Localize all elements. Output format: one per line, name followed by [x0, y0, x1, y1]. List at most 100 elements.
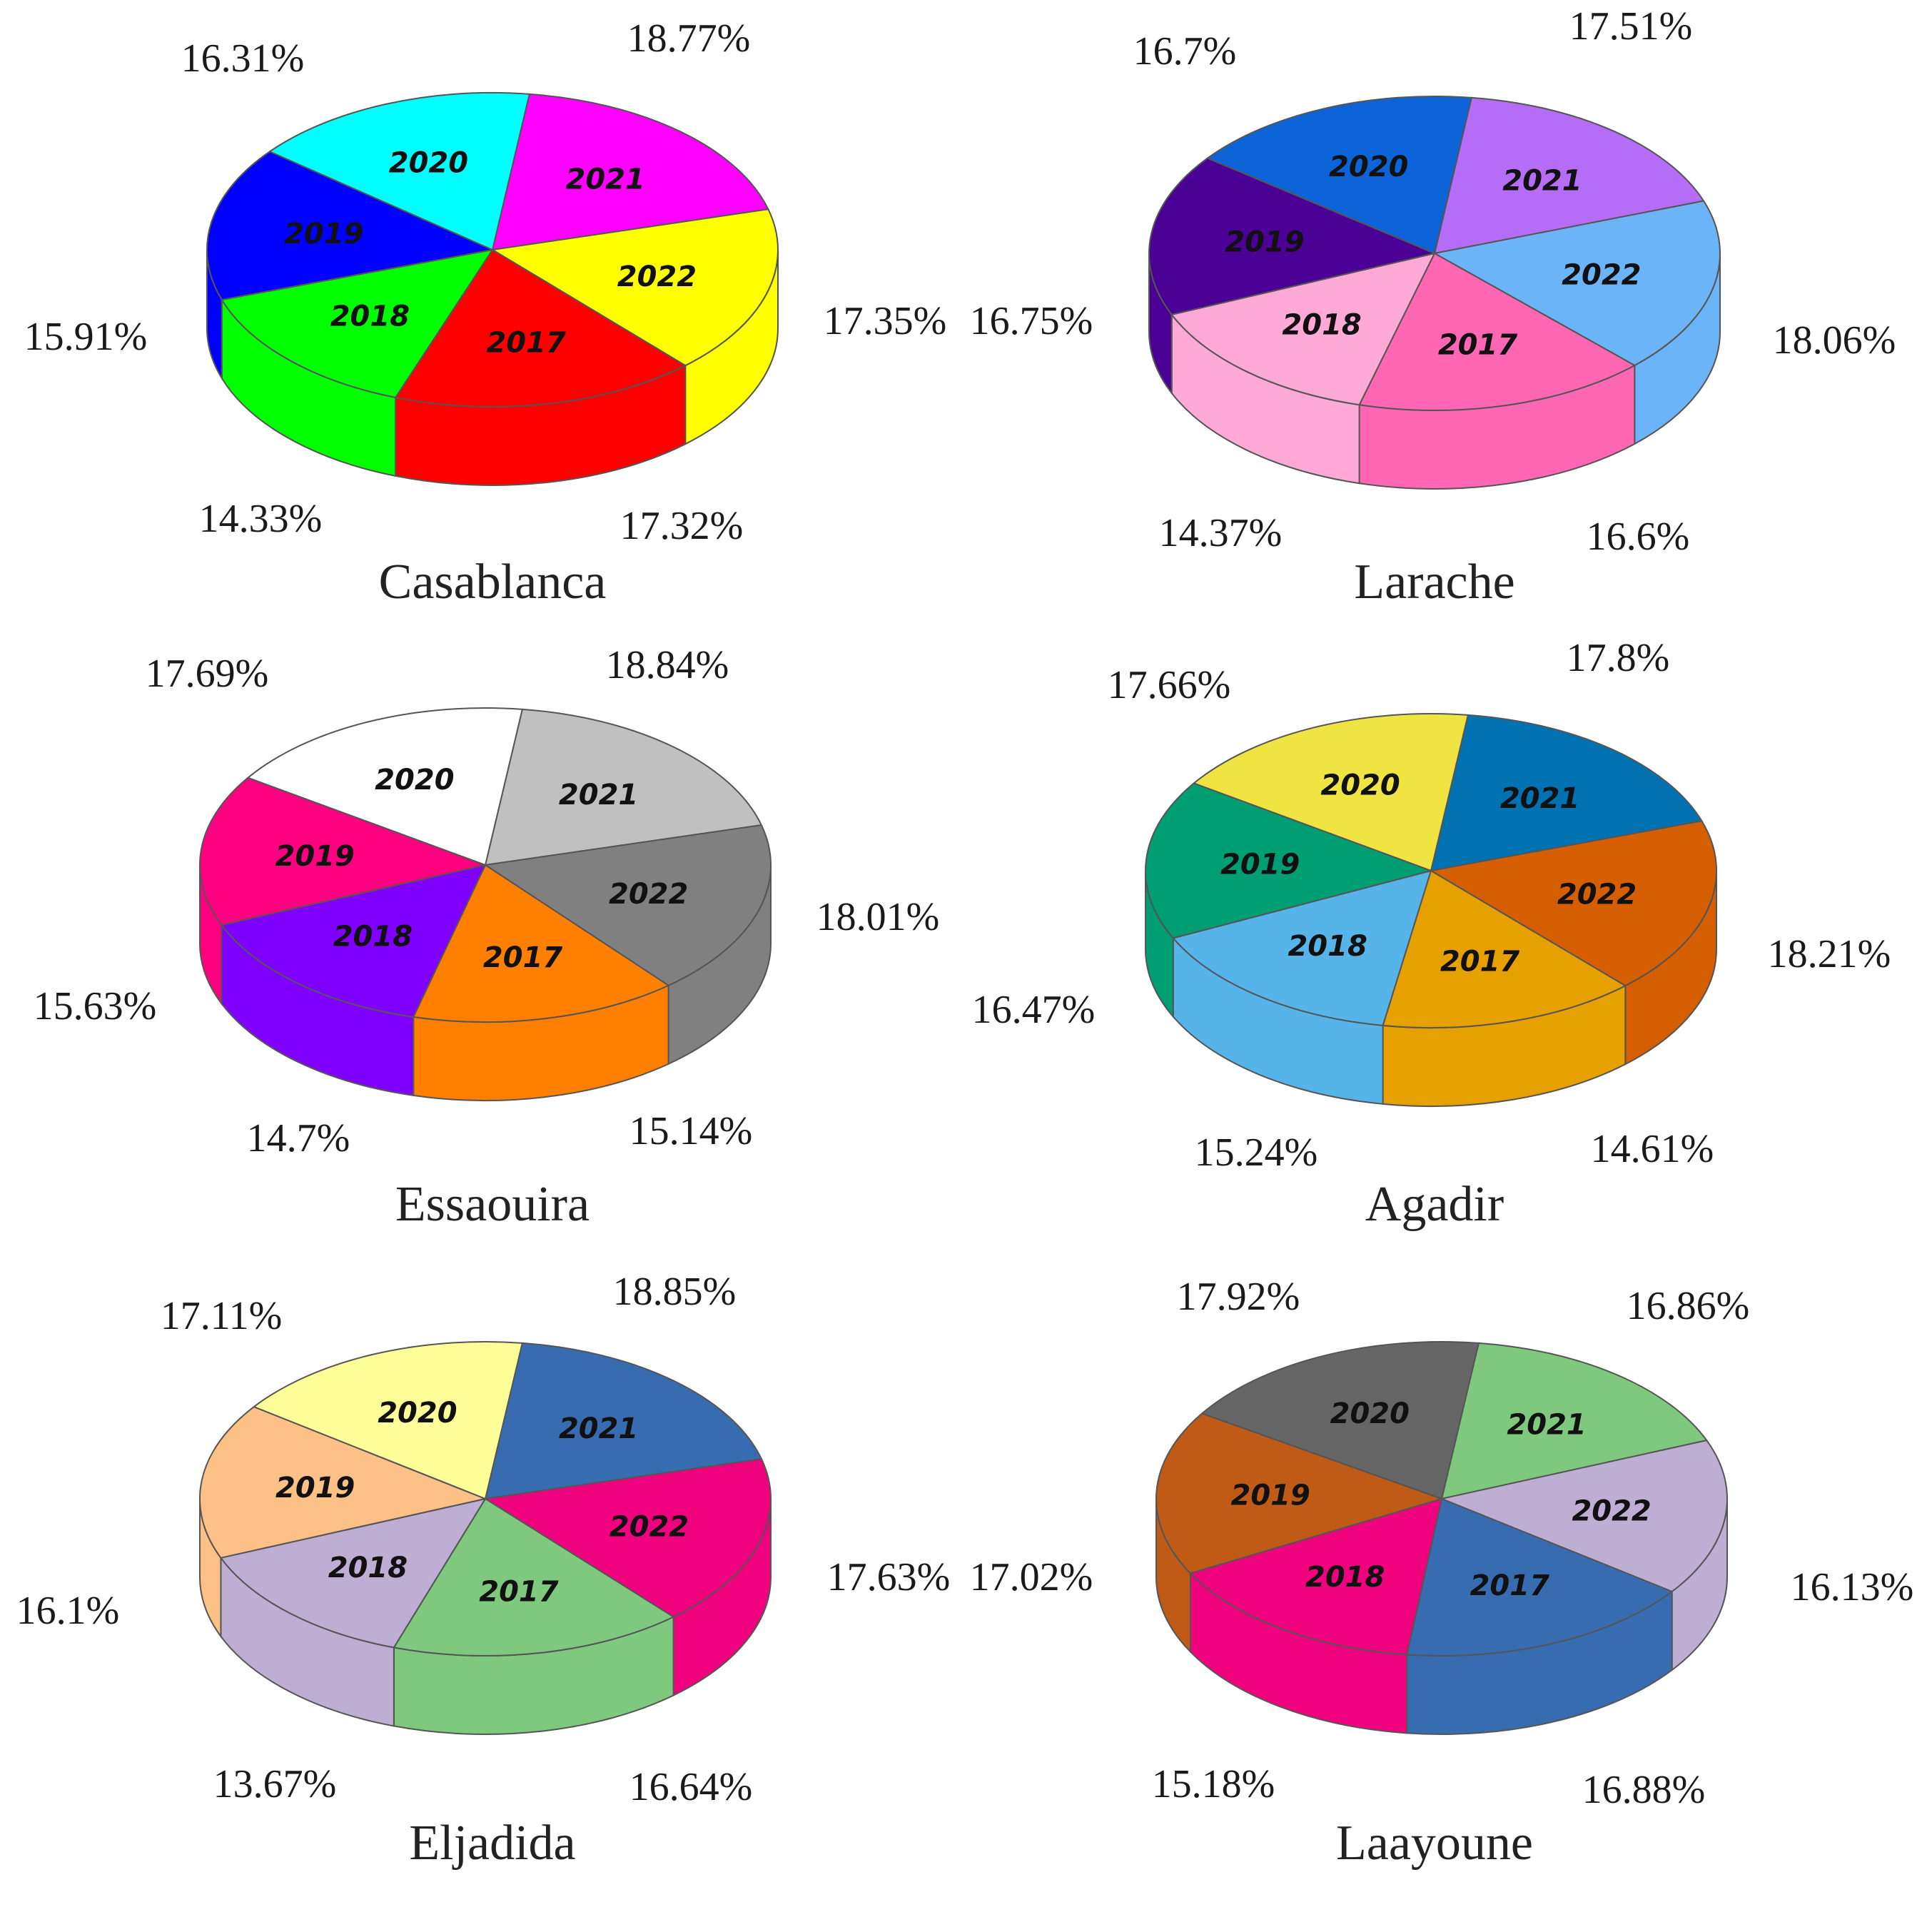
pie-slice-2018	[220, 864, 487, 1018]
pie-slice-2017	[394, 248, 687, 408]
slice-percent-label: 16.7%	[1133, 29, 1237, 74]
pie-slice-2020	[268, 92, 531, 251]
slice-year-label: 2017	[1438, 329, 1517, 362]
slice-percent-label: 18.84%	[606, 643, 729, 687]
slice-percent-label: 17.32%	[620, 504, 744, 548]
slice-percent-label: 18.21%	[1768, 932, 1891, 976]
pie-slice-2020	[1200, 1341, 1480, 1500]
slice-percent-label: 16.64%	[629, 1765, 753, 1809]
slice-percent-label: 17.66%	[1108, 663, 1231, 707]
slice-year-label: 2022	[1572, 1495, 1651, 1528]
slice-percent-label: 17.69%	[146, 652, 269, 696]
pie-slice-2021	[1430, 714, 1704, 872]
slice-year-label: 2021	[1502, 164, 1582, 197]
pie-slice-2022	[483, 824, 772, 986]
slice-percent-label: 14.33%	[199, 497, 323, 541]
pie-slice-2017	[1358, 252, 1637, 411]
slice-year-label: 2020	[1320, 769, 1400, 802]
pie-slice-2018	[1171, 869, 1432, 1026]
slice-year-label: 2017	[479, 1575, 558, 1608]
slice-percent-label: 17.35%	[824, 299, 947, 343]
pie-slice-2022	[1439, 1440, 1728, 1593]
pie-slice-2020	[246, 707, 524, 866]
pie-slice-2018	[221, 248, 495, 399]
slice-year-label: 2018	[333, 921, 413, 954]
slice-year-label: 2019	[1231, 1479, 1310, 1512]
chart-title: Eljadida	[409, 1816, 575, 1871]
pie-slice-2018	[1189, 1497, 1443, 1656]
slice-percent-label: 18.85%	[613, 1270, 737, 1314]
slice-year-label: 2019	[1220, 848, 1300, 881]
slice-year-label: 2020	[375, 764, 454, 796]
pie-chart-larache: 2021 2022 2017 2018 2019 2020 16.6% 14.37% 16.75…	[970, 4, 1896, 609]
slice-percent-label: 17.92%	[1177, 1275, 1300, 1319]
slice-percent-label: 14.37%	[1159, 511, 1283, 555]
slice-percent-label: 16.88%	[1582, 1768, 1706, 1812]
pie-slice-2021	[1440, 1342, 1708, 1500]
slice-year-label: 2017	[1440, 945, 1519, 978]
pie-slice-2022	[1432, 200, 1721, 367]
slice-year-label: 2019	[1225, 226, 1304, 259]
slice-year-label: 2020	[1329, 151, 1408, 183]
slice-percent-label: 18.77%	[627, 16, 751, 61]
pie-slice-2021	[491, 93, 769, 251]
slice-percent-label: 17.8%	[1567, 636, 1670, 680]
slice-year-label: 2020	[378, 1397, 457, 1430]
slice-year-label: 2020	[389, 147, 468, 180]
slice-percent-label: 16.31%	[181, 36, 305, 81]
slice-year-label: 2022	[1562, 259, 1641, 292]
pie-slice-2020	[252, 1341, 524, 1500]
slice-year-label: 2018	[1282, 308, 1361, 341]
slice-percent-label: 15.63%	[34, 984, 157, 1028]
pie-slice-2017	[1406, 1497, 1674, 1656]
slice-year-label: 2019	[275, 1472, 355, 1504]
pie-slice-2018	[1170, 252, 1436, 406]
slice-year-label: 2017	[486, 326, 565, 359]
pie-slice-2019	[206, 151, 495, 301]
slice-percent-label: 16.47%	[972, 988, 1096, 1032]
slice-percent-label: 13.67%	[213, 1762, 337, 1806]
pie-slice-2022	[490, 208, 779, 367]
slice-year-label: 2021	[1500, 782, 1579, 815]
pie-slice-2021	[1433, 96, 1705, 255]
slice-percent-label: 14.7%	[247, 1116, 350, 1160]
slice-percent-label: 15.14%	[629, 1109, 753, 1153]
slice-year-label: 2022	[1557, 879, 1637, 911]
slice-year-label: 2018	[1305, 1561, 1385, 1594]
slice-percent-label: 16.86%	[1627, 1284, 1750, 1328]
pie-slice-2019	[199, 1406, 488, 1559]
slice-year-label: 2021	[559, 1412, 638, 1445]
slice-year-label: 2019	[275, 840, 354, 873]
pie-chart-laayoune: 2021 2022 2017 2018 2019 2020 16.88% 15.18% 17.0…	[970, 1275, 1914, 1871]
chart-title: Agadir	[1365, 1177, 1504, 1232]
pie-slice-2017	[393, 1497, 675, 1656]
pie-slice-2017	[1382, 869, 1627, 1028]
slice-year-label: 2019	[284, 218, 363, 251]
pie-slice-2022	[483, 1458, 772, 1618]
pie-slice-2017	[412, 864, 670, 1023]
pie-chart-agadir: 2021 2022 2017 2018 2019 2020 14.61% 15.24% 16.4…	[972, 636, 1891, 1232]
slice-percent-label: 18.06%	[1773, 318, 1896, 363]
slice-year-label: 2017	[1470, 1569, 1549, 1602]
slice-percent-label: 17.11%	[161, 1294, 283, 1338]
pie-slice-2020	[1205, 96, 1473, 255]
chart-title: Larache	[1354, 555, 1514, 609]
pie-slice-2019	[1145, 782, 1434, 939]
pie-slice-2021	[484, 708, 763, 866]
slice-year-label: 2022	[610, 1511, 689, 1544]
slice-percent-label: 17.63%	[827, 1555, 951, 1599]
slice-percent-label: 15.24%	[1195, 1130, 1318, 1175]
pie-slice-2018	[219, 1497, 487, 1649]
slice-year-label: 2020	[1330, 1397, 1410, 1430]
pie-chart-casablanca: 2021 2022 2017 2018 2019 2020 17.32% 14.33% 15.9…	[24, 16, 947, 609]
pie-slice-2019	[199, 777, 488, 926]
slice-year-label: 2021	[566, 163, 645, 196]
slice-percent-label: 16.1%	[16, 1589, 120, 1633]
slice-percent-label: 17.51%	[1569, 4, 1693, 49]
pie-slice-2019	[1148, 157, 1437, 316]
pie-slice-2020	[1192, 713, 1470, 872]
pie-slice-2022	[1429, 820, 1717, 987]
slice-percent-label: 17.02%	[970, 1555, 1093, 1599]
slice-percent-label: 16.75%	[970, 299, 1093, 343]
